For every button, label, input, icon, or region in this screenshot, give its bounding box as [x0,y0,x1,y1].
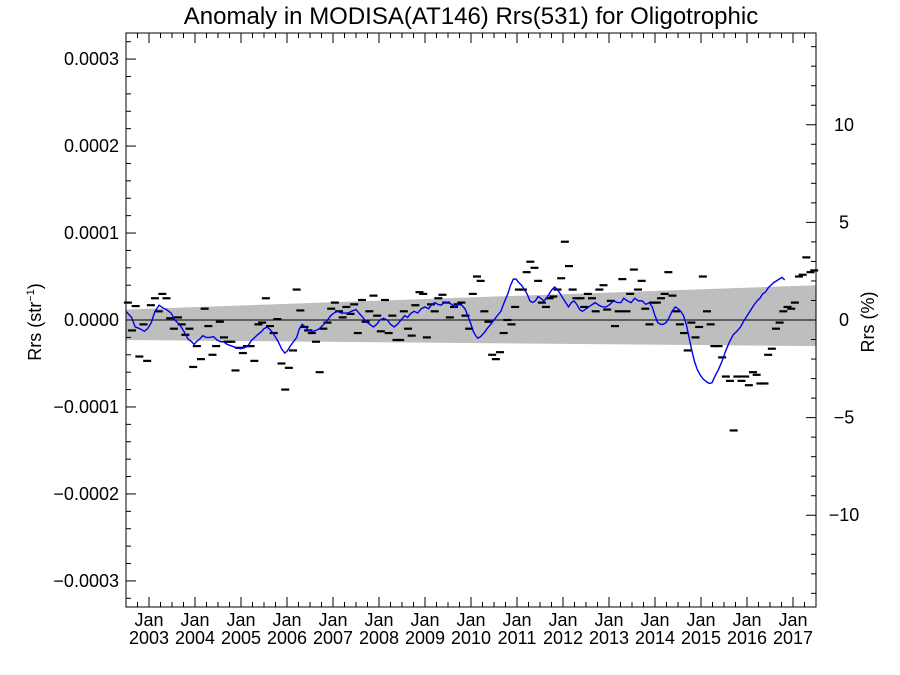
right-tick-label: −10 [829,505,860,525]
right-tick-label: −5 [834,408,855,428]
x-tick-month-label: Jan [732,610,761,630]
x-tick-month-label: Jan [226,610,255,630]
left-tick-label: −0.0001 [53,397,119,417]
x-tick-month-label: Jan [364,610,393,630]
x-tick-year-label: 2006 [267,628,307,648]
left-tick-label: −0.0002 [53,484,119,504]
x-tick-year-label: 2010 [451,628,491,648]
right-tick-label: 0 [839,310,849,330]
x-tick-month-label: Jan [548,610,577,630]
left-tick-label: 0.0003 [64,49,119,69]
x-tick-year-label: 2005 [221,628,261,648]
axis-ticks [125,33,817,607]
x-tick-year-label: 2007 [313,628,353,648]
left-axis-title: Rrs (str−1) [25,283,45,361]
x-tick-year-label: 2015 [681,628,721,648]
x-tick-month-label: Jan [594,610,623,630]
x-tick-year-label: 2016 [727,628,767,648]
x-tick-year-label: 2008 [359,628,399,648]
chart-title: Anomaly in MODISA(AT146) Rrs(531) for Ol… [184,3,758,30]
smoothed-anomaly-line [125,276,786,385]
right-tick-label: 10 [834,115,854,135]
right-axis-tick-labels: 10 5 0 −5 −10 [829,115,860,525]
x-tick-month-label: Jan [272,610,301,630]
x-tick-month-label: Jan [410,610,439,630]
x-tick-year-label: 2017 [773,628,813,648]
x-tick-month-label: Jan [778,610,807,630]
left-tick-label: 0.0001 [64,223,119,243]
x-tick-year-label: 2009 [405,628,445,648]
x-tick-year-label: 2012 [543,628,583,648]
monthly-anomaly-markers [123,240,819,432]
right-axis-title: Rrs (%) [858,292,878,353]
x-tick-year-label: 2013 [589,628,629,648]
left-tick-label: 0.0002 [64,136,119,156]
x-tick-month-label: Jan [180,610,209,630]
x-tick-year-label: 2003 [129,628,169,648]
x-tick-month-label: Jan [134,610,163,630]
x-tick-month-label: Jan [456,610,485,630]
x-tick-month-label: Jan [640,610,669,630]
x-axis-tick-labels: Jan2003Jan2004Jan2005Jan2006Jan2007Jan20… [129,610,813,648]
left-tick-label: −0.0003 [53,571,119,591]
right-tick-label: 5 [839,212,849,232]
x-tick-month-label: Jan [502,610,531,630]
x-tick-month-label: Jan [318,610,347,630]
x-tick-year-label: 2011 [498,628,537,648]
smoothed-anomaly-line-layer [125,276,786,385]
x-tick-year-label: 2004 [175,628,215,648]
left-tick-label: 0.0000 [64,310,119,330]
plot-area [123,32,819,608]
x-tick-month-label: Jan [686,610,715,630]
x-tick-year-label: 2014 [635,628,675,648]
left-axis-tick-labels: 0.0003 0.0002 0.0001 0.0000 −0.0001 −0.0002 −0… [53,49,119,591]
